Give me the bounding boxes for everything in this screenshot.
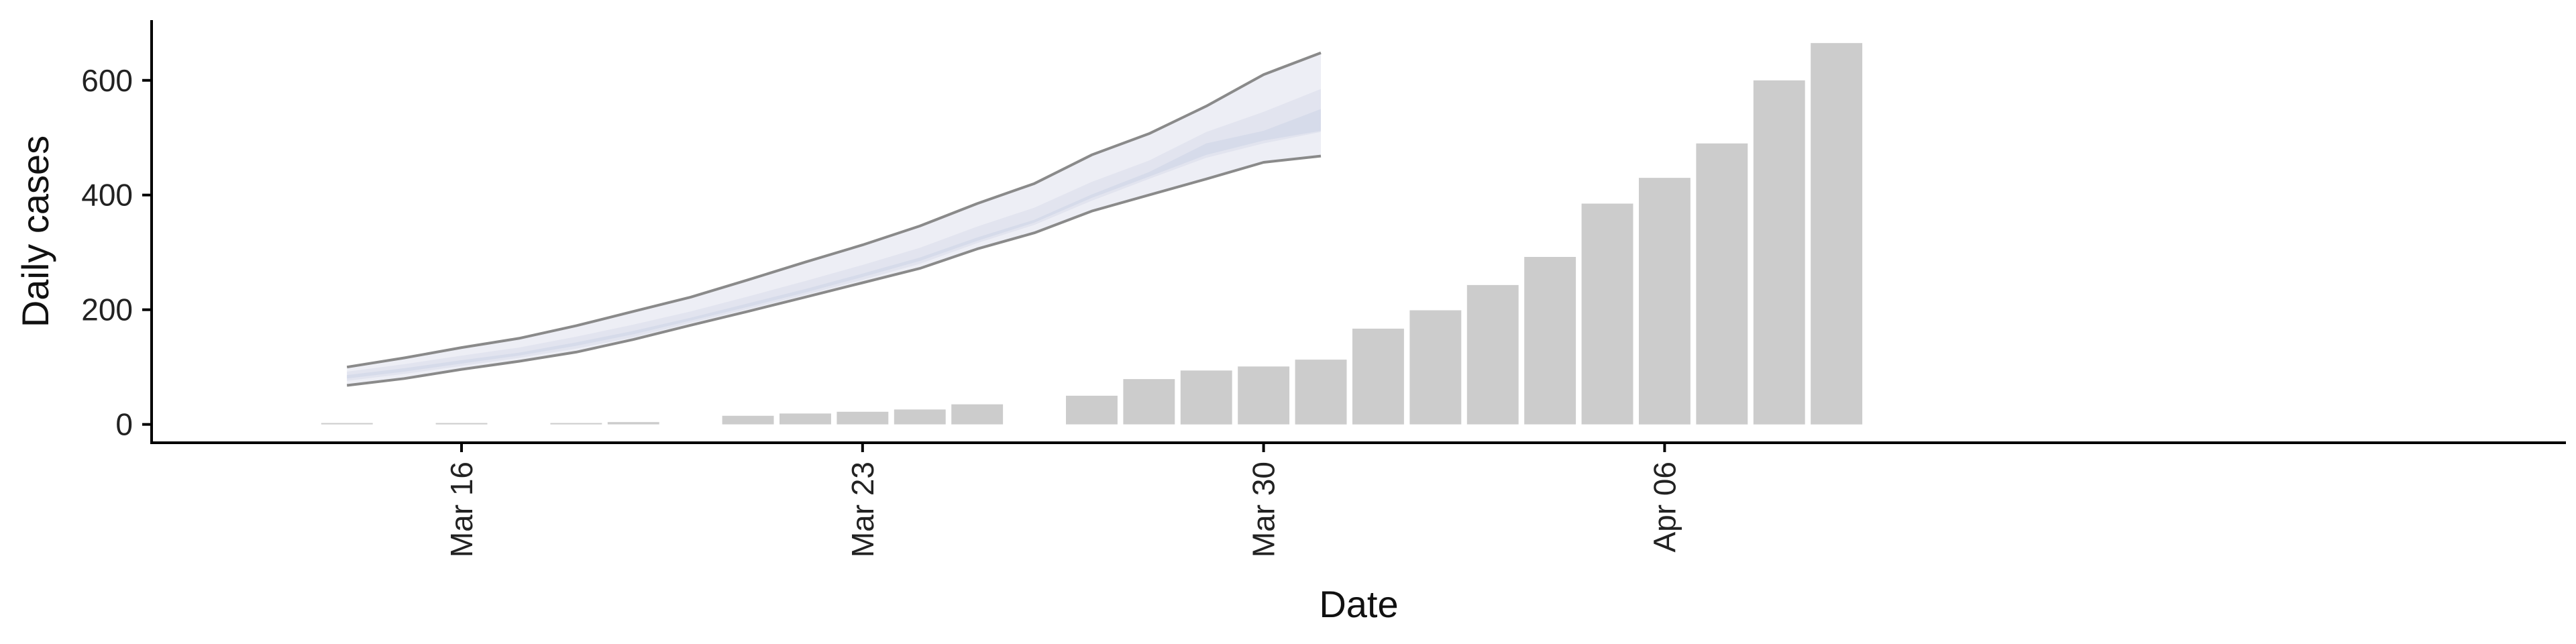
- bar-2020-04-03: [1466, 284, 1519, 425]
- y-axis-title: Daily cases: [14, 136, 56, 327]
- y-tick-label-0: 0: [115, 407, 133, 442]
- bar-2020-03-28: [1123, 379, 1175, 425]
- bar-2020-04-05: [1581, 203, 1633, 425]
- y-tick-label-400: 400: [81, 178, 133, 213]
- projection-boundaries: [346, 51, 1322, 387]
- bar-2020-03-18: [550, 423, 602, 425]
- projection-lower-line: [346, 154, 1322, 387]
- bar-2020-03-29: [1180, 370, 1232, 425]
- bar-2020-03-19: [607, 422, 659, 425]
- bar-2020-03-21: [722, 415, 774, 425]
- x-tick-label-2020-03-23: Mar 23: [845, 462, 880, 557]
- y-ticks: 0 200 400 600: [81, 63, 152, 442]
- bars-group: [321, 43, 1863, 425]
- bar-2020-03-27: [1066, 395, 1118, 425]
- projection-bands: [347, 52, 1322, 386]
- y-tick-label-200: 200: [81, 292, 133, 327]
- bar-2020-03-22: [780, 413, 831, 425]
- bar-2020-04-02: [1409, 310, 1462, 425]
- y-tick-label-600: 600: [81, 63, 133, 98]
- bar-2020-03-31: [1295, 360, 1347, 425]
- x-axis-title: Date: [1319, 583, 1398, 625]
- bar-2020-03-25: [951, 404, 1004, 425]
- bar-2020-03-24: [894, 409, 946, 425]
- axes: [150, 20, 2566, 444]
- projection-upper-line: [346, 51, 1322, 369]
- bar-2020-04-07: [1696, 143, 1748, 425]
- bar-2020-03-23: [837, 411, 889, 425]
- projection-band-outer: [347, 52, 1322, 386]
- bar-2020-04-01: [1352, 328, 1404, 425]
- bar-2020-03-14: [321, 423, 373, 425]
- bar-2020-03-16: [435, 423, 488, 425]
- bar-2020-04-08: [1753, 80, 1805, 425]
- bar-2020-03-30: [1238, 366, 1290, 425]
- x-ticks: Mar 16 Mar 23 Mar 30 Apr 06: [444, 443, 1682, 557]
- x-tick-label-2020-03-16: Mar 16: [444, 462, 479, 557]
- bar-2020-04-06: [1639, 178, 1690, 425]
- x-tick-label-2020-04-06: Apr 06: [1647, 462, 1682, 553]
- bar-2020-04-04: [1524, 257, 1576, 425]
- bar-2020-04-09: [1811, 43, 1863, 425]
- x-tick-label-2020-03-30: Mar 30: [1246, 462, 1281, 557]
